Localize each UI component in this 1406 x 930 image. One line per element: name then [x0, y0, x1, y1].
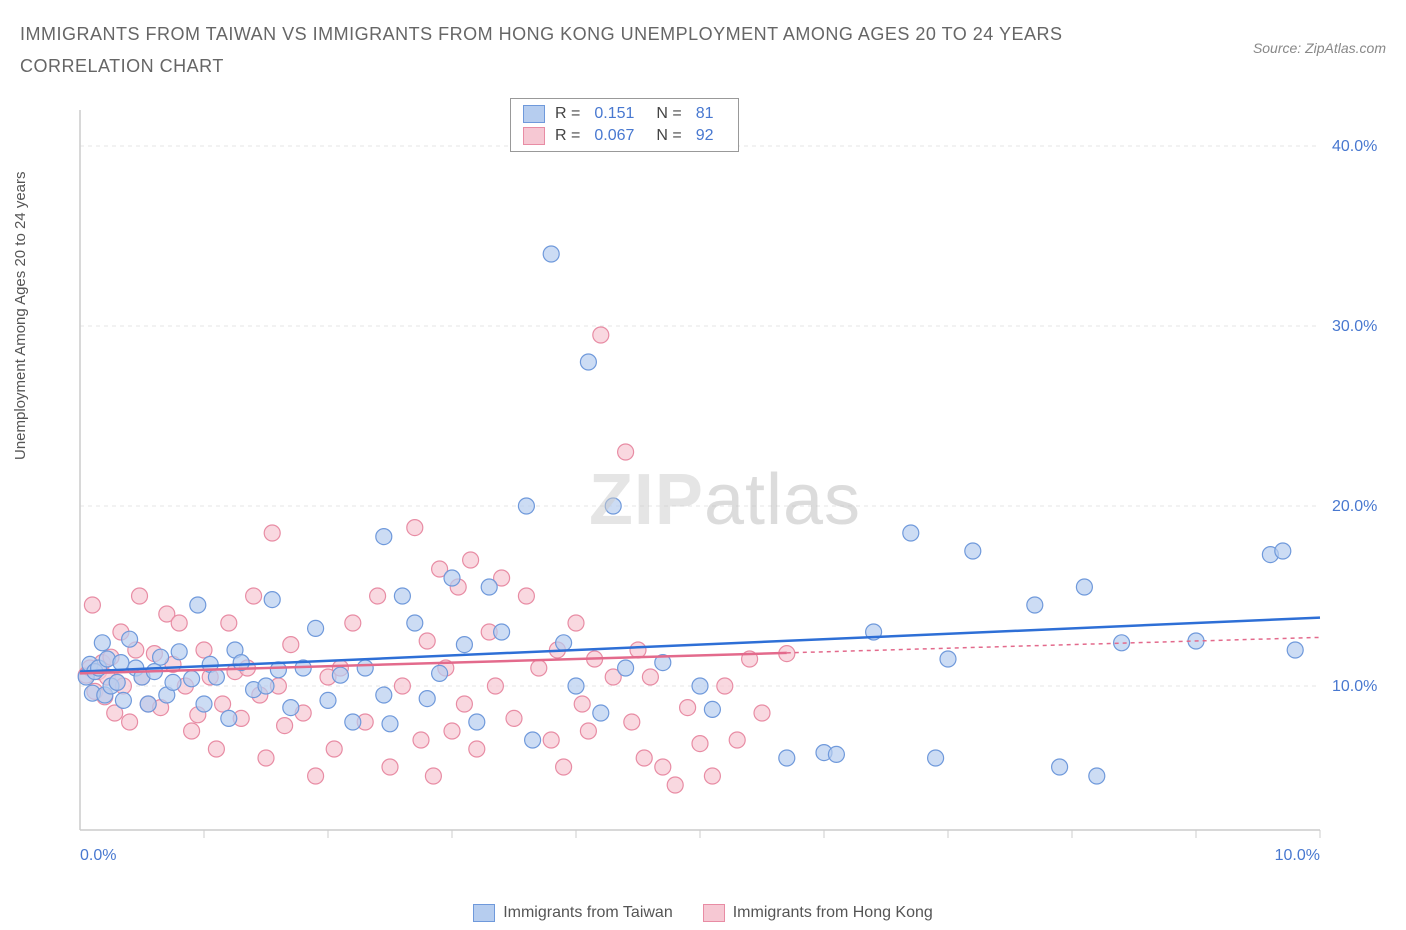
legend-item: Immigrants from Hong Kong: [703, 904, 933, 922]
stat-r-label: R =: [555, 105, 580, 123]
legend: Immigrants from Taiwan Immigrants from Ho…: [0, 904, 1406, 922]
legend-label: Immigrants from Taiwan: [503, 904, 673, 922]
stats-row: R = 0.067 N = 92: [523, 125, 726, 147]
stat-n-value: 81: [696, 105, 714, 123]
legend-item: Immigrants from Taiwan: [473, 904, 673, 922]
stat-n-label: N =: [656, 127, 681, 145]
y-axis-label: Unemployment Among Ages 20 to 24 years: [12, 171, 29, 460]
stat-n-value: 92: [696, 127, 714, 145]
svg-text:40.0%: 40.0%: [1332, 138, 1377, 155]
stat-r-label: R =: [555, 127, 580, 145]
svg-text:10.0%: 10.0%: [1275, 847, 1320, 864]
svg-text:0.0%: 0.0%: [80, 847, 116, 864]
svg-text:20.0%: 20.0%: [1332, 498, 1377, 515]
series-swatch: [523, 105, 545, 123]
svg-text:10.0%: 10.0%: [1332, 678, 1377, 695]
stats-row: R = 0.151 N = 81: [523, 103, 726, 125]
stat-n-label: N =: [656, 105, 681, 123]
source-label: Source: ZipAtlas.com: [1253, 40, 1386, 56]
svg-text:30.0%: 30.0%: [1332, 318, 1377, 335]
legend-swatch: [473, 904, 495, 922]
chart-area: 10.0%20.0%30.0%40.0%0.0%10.0% ZIPatlas R…: [70, 100, 1380, 870]
chart-title: IMMIGRANTS FROM TAIWAN VS IMMIGRANTS FRO…: [20, 18, 1120, 83]
stat-r-value: 0.151: [594, 105, 634, 123]
legend-swatch: [703, 904, 725, 922]
series-swatch: [523, 127, 545, 145]
legend-label: Immigrants from Hong Kong: [733, 904, 933, 922]
scatter-chart: 10.0% 20.0% 30.0% 40.0% 0.0% 10.0%: [70, 100, 1380, 870]
stats-box: R = 0.151 N = 81 R = 0.067 N = 92: [510, 98, 739, 152]
stat-r-value: 0.067: [594, 127, 634, 145]
